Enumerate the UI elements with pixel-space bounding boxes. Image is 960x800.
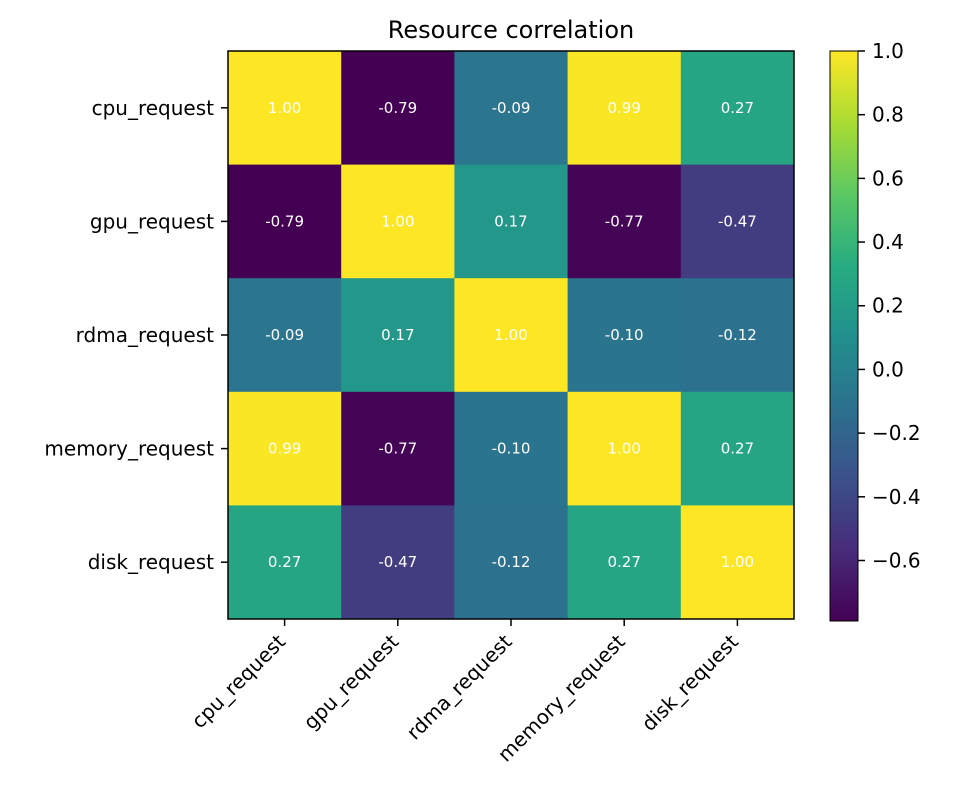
cell-value-label: 1.00 xyxy=(268,99,301,117)
heatmap-cell xyxy=(341,51,455,166)
y-tick-label: rdma_request xyxy=(76,323,214,347)
colorbar-tick-label: 0.0 xyxy=(872,357,904,381)
cell-value-label: 1.00 xyxy=(607,440,640,458)
x-tick-label: cpu_request xyxy=(187,629,291,733)
y-tick-label: cpu_request xyxy=(92,96,215,120)
heatmap-cell xyxy=(680,164,795,279)
heatmap-cell xyxy=(567,391,682,506)
cell-value-label: 0.17 xyxy=(381,326,414,344)
heatmap-cell xyxy=(680,505,795,620)
cell-value-label: -0.09 xyxy=(492,99,531,117)
heatmap-cell xyxy=(454,278,569,393)
x-tick-label: disk_request xyxy=(637,629,743,735)
colorbar-tick-label: 0.8 xyxy=(872,103,904,127)
cell-value-label: 1.00 xyxy=(721,553,754,571)
cell-value-label: 0.17 xyxy=(494,212,527,230)
heatmap-cell xyxy=(228,164,342,279)
cell-value-label: -0.79 xyxy=(265,212,304,230)
heatmap-cell xyxy=(228,278,342,393)
chart-title: Resource correlation xyxy=(388,16,634,44)
heatmap-cell xyxy=(567,278,682,393)
heatmap-cell xyxy=(454,505,569,620)
colorbar-tick-label: 0.4 xyxy=(872,230,904,254)
cell-value-label: 0.99 xyxy=(607,99,640,117)
heatmap-cell xyxy=(680,51,795,166)
y-tick-label: disk_request xyxy=(88,550,214,574)
cell-value-label: 0.27 xyxy=(268,553,301,571)
colorbar-tick-label: 0.2 xyxy=(872,294,904,318)
colorbar xyxy=(829,50,859,622)
heatmap-cells xyxy=(228,51,795,620)
heatmap-cell xyxy=(454,164,569,279)
cell-value-label: -0.12 xyxy=(492,553,531,571)
heatmap-cell xyxy=(567,505,682,620)
heatmap-cell xyxy=(454,391,569,506)
colorbar-tick-label: −0.6 xyxy=(872,548,921,572)
colorbar-ticks: 1.0 0.8 0.6 0.4 0.2 0.0 −0.2 −0.4 −0.6 xyxy=(858,39,921,572)
x-tick-label: memory_request xyxy=(493,629,630,766)
cell-value-label: -0.77 xyxy=(605,212,644,230)
heatmap-cell xyxy=(567,164,682,279)
colorbar-tick-label: −0.2 xyxy=(872,421,921,445)
heatmap-cell xyxy=(680,391,795,506)
heatmap-cell xyxy=(228,505,342,620)
cell-value-label: -0.09 xyxy=(265,326,304,344)
heatmap-cell xyxy=(680,278,795,393)
cell-value-label: 0.27 xyxy=(721,440,754,458)
heatmap-cell xyxy=(567,51,682,166)
heatmap-cell xyxy=(341,391,455,506)
cell-value-label: 1.00 xyxy=(381,212,414,230)
cell-value-label: -0.79 xyxy=(378,99,417,117)
cell-value-label: 0.27 xyxy=(721,99,754,117)
heatmap-cell xyxy=(341,505,455,620)
cell-value-label: -0.77 xyxy=(378,440,417,458)
heatmap-cell xyxy=(341,278,455,393)
cell-value-label: -0.10 xyxy=(605,326,644,344)
cell-value-label: -0.10 xyxy=(492,440,531,458)
colorbar-tick-label: 1.0 xyxy=(872,39,904,63)
heatmap-cell xyxy=(454,51,569,166)
cell-value-label: 1.00 xyxy=(494,326,527,344)
heatmap-cell xyxy=(341,164,455,279)
heatmap-cell xyxy=(228,391,342,506)
y-axis: cpu_request gpu_request rdma_requestmemory… xyxy=(44,96,228,574)
cell-value-label: -0.47 xyxy=(378,553,417,571)
cell-value-label: 0.99 xyxy=(268,440,301,458)
colorbar-tick-label: 0.6 xyxy=(872,166,904,190)
x-tick-label: gpu_request xyxy=(299,629,404,734)
heatmap-cell xyxy=(228,51,342,166)
cell-value-label: 0.27 xyxy=(607,553,640,571)
y-tick-label: gpu_request xyxy=(90,209,214,233)
cell-value-label: -0.12 xyxy=(718,326,757,344)
heatmap-cell-labels: 1.00 -0.79 -0.09 0.99 0.27 -0.79 1.00 0.17 -0.77… xyxy=(265,99,757,571)
x-axis: cpu_request gpu_requestrdma_requestmemory… xyxy=(187,619,743,766)
cell-value-label: -0.47 xyxy=(718,212,757,230)
x-tick-label: rdma_request xyxy=(402,629,517,744)
colorbar-tick-label: −0.4 xyxy=(872,485,921,509)
y-tick-label: memory_request xyxy=(44,437,214,461)
